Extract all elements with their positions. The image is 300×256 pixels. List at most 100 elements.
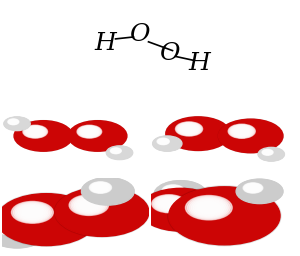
Circle shape xyxy=(164,186,182,195)
Text: C: C xyxy=(8,182,16,191)
Circle shape xyxy=(265,151,270,154)
Circle shape xyxy=(250,186,256,190)
Circle shape xyxy=(238,130,245,133)
Circle shape xyxy=(264,151,271,154)
Circle shape xyxy=(31,211,34,213)
Circle shape xyxy=(201,204,217,212)
Circle shape xyxy=(115,150,117,151)
Circle shape xyxy=(197,202,220,214)
Circle shape xyxy=(160,140,166,143)
Circle shape xyxy=(205,206,213,210)
Circle shape xyxy=(99,187,102,188)
Circle shape xyxy=(27,210,38,215)
Circle shape xyxy=(11,121,15,123)
Circle shape xyxy=(9,120,17,124)
Circle shape xyxy=(181,125,197,133)
Circle shape xyxy=(23,125,47,138)
Circle shape xyxy=(114,150,118,152)
Circle shape xyxy=(33,131,37,133)
Circle shape xyxy=(218,119,283,153)
Circle shape xyxy=(187,128,191,130)
Circle shape xyxy=(162,200,176,207)
Circle shape xyxy=(152,195,186,213)
Circle shape xyxy=(235,128,248,135)
Circle shape xyxy=(176,122,203,136)
Circle shape xyxy=(0,222,21,235)
Circle shape xyxy=(191,199,226,217)
Circle shape xyxy=(11,120,16,123)
Circle shape xyxy=(24,126,46,137)
Circle shape xyxy=(94,184,107,191)
Circle shape xyxy=(159,139,167,144)
Circle shape xyxy=(110,148,122,154)
Circle shape xyxy=(113,150,118,152)
Circle shape xyxy=(81,127,98,136)
Circle shape xyxy=(155,196,183,211)
Circle shape xyxy=(29,210,36,214)
Circle shape xyxy=(160,199,178,208)
Circle shape xyxy=(239,130,244,132)
Circle shape xyxy=(11,201,53,223)
Circle shape xyxy=(74,197,103,213)
Circle shape xyxy=(85,204,92,207)
Circle shape xyxy=(229,125,254,138)
Circle shape xyxy=(199,202,219,213)
Circle shape xyxy=(157,138,170,145)
Circle shape xyxy=(87,131,92,133)
Circle shape xyxy=(262,150,273,155)
Circle shape xyxy=(89,182,112,193)
Circle shape xyxy=(183,126,195,132)
Circle shape xyxy=(244,183,262,193)
Circle shape xyxy=(258,147,284,161)
Circle shape xyxy=(162,185,184,196)
Circle shape xyxy=(160,140,167,143)
Circle shape xyxy=(188,197,230,219)
Circle shape xyxy=(0,223,19,234)
Circle shape xyxy=(82,128,97,135)
Text: O: O xyxy=(129,23,150,46)
Circle shape xyxy=(228,124,255,138)
Circle shape xyxy=(243,183,263,193)
Circle shape xyxy=(163,201,175,207)
Circle shape xyxy=(26,127,44,136)
Circle shape xyxy=(112,149,120,153)
Circle shape xyxy=(79,200,99,210)
Text: A: A xyxy=(8,103,17,113)
Circle shape xyxy=(12,121,14,122)
Circle shape xyxy=(10,120,17,124)
Circle shape xyxy=(193,200,224,216)
Circle shape xyxy=(77,199,100,211)
Circle shape xyxy=(12,121,15,123)
Circle shape xyxy=(166,202,172,205)
Circle shape xyxy=(172,190,174,191)
Circle shape xyxy=(237,129,246,134)
Circle shape xyxy=(159,198,179,209)
Circle shape xyxy=(263,150,272,154)
Text: B: B xyxy=(157,103,165,113)
Circle shape xyxy=(84,202,94,208)
Circle shape xyxy=(158,198,181,210)
Circle shape xyxy=(8,228,10,229)
Circle shape xyxy=(100,187,101,188)
Circle shape xyxy=(180,124,198,134)
Circle shape xyxy=(27,127,44,136)
Circle shape xyxy=(20,206,45,219)
Circle shape xyxy=(29,129,41,135)
Circle shape xyxy=(81,201,97,209)
Circle shape xyxy=(233,126,251,136)
Text: H: H xyxy=(94,32,116,55)
Circle shape xyxy=(168,188,178,194)
Circle shape xyxy=(171,190,175,191)
Circle shape xyxy=(247,185,259,191)
Circle shape xyxy=(95,185,106,190)
Circle shape xyxy=(25,126,45,137)
Circle shape xyxy=(182,125,196,133)
Circle shape xyxy=(179,124,199,134)
Circle shape xyxy=(160,140,166,143)
Circle shape xyxy=(78,126,100,137)
Circle shape xyxy=(250,187,255,189)
Circle shape xyxy=(15,203,50,221)
Circle shape xyxy=(7,227,11,229)
Circle shape xyxy=(169,187,280,245)
Circle shape xyxy=(165,186,182,195)
